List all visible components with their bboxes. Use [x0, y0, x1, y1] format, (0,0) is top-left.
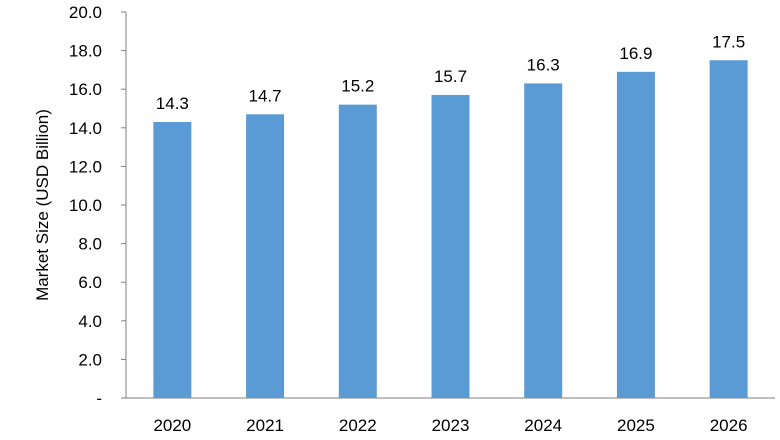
data-label: 17.5 — [712, 32, 745, 51]
x-tick-label: 2021 — [246, 416, 284, 435]
x-tick-label: 2026 — [710, 416, 748, 435]
data-label: 14.3 — [156, 94, 189, 113]
bar-2023 — [431, 94, 470, 399]
bar-2025 — [616, 71, 655, 398]
y-axis-title-group: Market Size (USD Billion) — [33, 109, 52, 301]
data-label: 15.2 — [341, 77, 374, 96]
x-tick-label: 2022 — [339, 416, 377, 435]
bar-2022 — [338, 104, 377, 398]
y-tick-label: 4.0 — [78, 312, 102, 331]
y-tick-label: 2.0 — [78, 350, 102, 369]
y-tick-label: 20.0 — [69, 3, 102, 22]
y-tick-label: 6.0 — [78, 273, 102, 292]
y-tick-label: 10.0 — [69, 196, 102, 215]
y-tick-label: 14.0 — [69, 119, 102, 138]
y-tick-label: 8.0 — [78, 235, 102, 254]
x-tick-label: 2023 — [432, 416, 470, 435]
data-label: 16.3 — [527, 55, 560, 74]
bar-2021 — [246, 114, 285, 398]
x-tick-label: 2020 — [153, 416, 191, 435]
bar-2026 — [709, 60, 748, 398]
y-tick-label: 16.0 — [69, 80, 102, 99]
data-label: 16.9 — [619, 44, 652, 63]
data-labels: 14.3 14.7 15.2 15.7 16.3 16.9 17.5 — [156, 32, 745, 113]
y-axis-title: Market Size (USD Billion) — [33, 109, 52, 301]
y-tick-label: - — [96, 389, 102, 408]
y-tick-label: 18.0 — [69, 42, 102, 61]
x-tick-label: 2024 — [524, 416, 562, 435]
y-tick-label: 12.0 — [69, 157, 102, 176]
x-tick-label: 2025 — [617, 416, 655, 435]
bar-2020 — [153, 122, 192, 398]
y-axis: - 2.0 4.0 6.0 8.0 10.0 12.0 14.0 16.0 18.0 20.0 — [69, 3, 127, 408]
data-label: 15.7 — [434, 67, 467, 86]
data-label: 14.7 — [249, 86, 282, 105]
bar-2024 — [524, 83, 563, 398]
bars — [153, 60, 748, 399]
x-axis: 2020 2021 2022 2023 2024 2025 2026 — [126, 397, 775, 435]
